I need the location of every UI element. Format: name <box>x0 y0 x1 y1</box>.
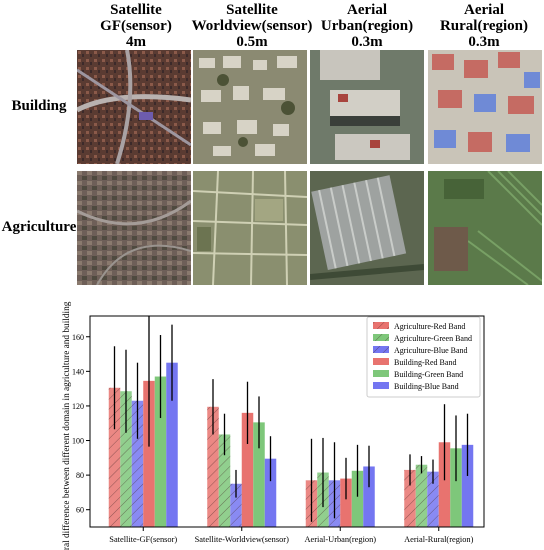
y-tick-label: 140 <box>72 367 84 376</box>
image-urban-building <box>310 50 424 164</box>
legend-swatch <box>373 382 389 389</box>
plot-frame <box>89 315 485 528</box>
bar <box>461 444 474 527</box>
image-rural-agriculture <box>428 171 542 285</box>
bar-hatch <box>427 471 439 527</box>
column-header-line: Urban(region) <box>320 18 414 34</box>
legend-entry: Building-Green Band <box>394 370 463 379</box>
y-axis-label: Spectral difference between different do… <box>61 300 72 550</box>
column-header-urban: Aerial Urban(region) 0.3m <box>308 2 426 50</box>
bar <box>363 466 375 527</box>
bar-hatch <box>108 387 121 527</box>
column-header-rural: Aerial Rural(region) 0.3m <box>425 2 543 50</box>
legend-swatch-hatch <box>373 334 389 341</box>
column-header-line: Rural(region) <box>439 18 529 34</box>
column-header-line: Satellite <box>226 2 278 18</box>
column-header-line: 0.3m <box>468 34 500 50</box>
bar <box>166 362 178 527</box>
bar-hatch <box>404 469 416 527</box>
image-gf-building <box>77 50 191 164</box>
legend-entry: Agriculture-Green Band <box>394 334 472 343</box>
image-worldview-building <box>193 50 307 164</box>
bar-hatch <box>218 434 231 527</box>
y-tick-label: 100 <box>72 437 84 446</box>
row-label-building: Building <box>11 98 67 114</box>
bar <box>438 442 451 527</box>
y-tick-label: 120 <box>72 402 84 411</box>
legend-entry: Agriculture-Blue Band <box>394 346 468 355</box>
bar <box>241 412 254 527</box>
image-urban-agriculture <box>310 171 424 285</box>
bar <box>450 448 462 527</box>
bar-hatch <box>207 406 219 527</box>
bar-hatch <box>230 483 242 527</box>
y-tick-label: 80 <box>76 471 84 480</box>
x-tick-label: Satellite-Worldview(sensor) <box>195 535 289 544</box>
bar <box>351 470 364 527</box>
column-header-line: 4m <box>126 34 146 50</box>
legend-box <box>366 316 481 398</box>
column-header-gf: Satellite GF(sensor) 4m <box>77 2 195 50</box>
bar-hatch <box>415 464 428 527</box>
image-rural-building <box>428 50 542 164</box>
bar <box>264 458 277 527</box>
column-header-line: Aerial <box>464 2 504 18</box>
bar-hatch <box>131 400 144 527</box>
bar-hatch <box>120 391 132 527</box>
legend-swatch <box>373 370 389 377</box>
x-tick-label: Aerial-Rural(region) <box>404 535 474 544</box>
column-header-line: Satellite <box>110 2 162 18</box>
bar <box>340 478 352 527</box>
legend-entry: Agriculture-Red Band <box>394 322 465 331</box>
x-tick-label: Satellite-GF(sensor) <box>109 535 177 544</box>
y-tick-label: 160 <box>72 333 84 342</box>
legend-entry: Building-Blue Band <box>394 382 459 391</box>
bar <box>154 376 167 527</box>
legend-entry: Building-Red Band <box>394 358 456 367</box>
column-header-worldview: Satellite Worldview(sensor) 0.5m <box>189 2 315 50</box>
image-gf-agriculture <box>77 171 191 285</box>
legend-swatch <box>373 358 389 365</box>
column-header-line: GF(sensor) <box>100 18 172 34</box>
x-tick-label: Aerial-Urban(region) <box>304 535 376 544</box>
column-header-line: 0.5m <box>236 34 268 50</box>
legend: Agriculture-Red Band Agriculture-Green Ba… <box>366 316 481 398</box>
bar-chart: Spectral difference between different do… <box>61 300 485 550</box>
bar <box>143 380 155 527</box>
legend-swatch-hatch <box>373 322 389 329</box>
row-label-agriculture: Agriculture <box>1 219 77 235</box>
column-header-line: Worldview(sensor) <box>191 18 313 34</box>
legend-swatch-hatch <box>373 346 389 353</box>
image-worldview-agriculture <box>193 171 307 285</box>
column-header-line: Aerial <box>347 2 387 18</box>
column-header-line: 0.3m <box>351 34 383 50</box>
y-tick-label: 60 <box>76 506 84 515</box>
bar <box>253 422 265 527</box>
